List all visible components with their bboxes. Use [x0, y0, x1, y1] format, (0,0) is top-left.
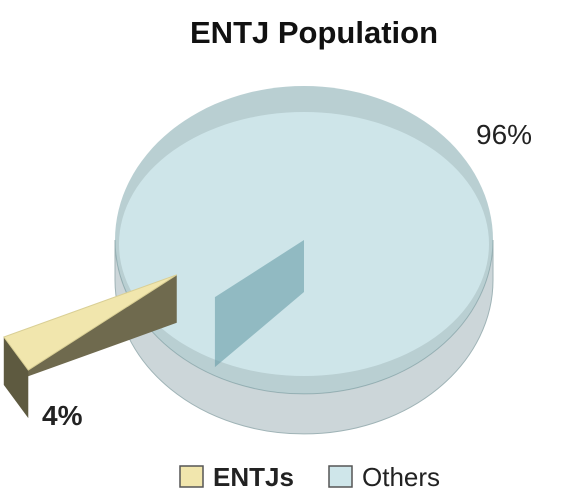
chart-title: ENTJ Population [190, 15, 438, 50]
legend: ENTJs Others [179, 462, 440, 492]
entjs-slice-top [3, 274, 178, 371]
pie-body [3, 86, 494, 435]
legend-swatch-others [328, 465, 353, 488]
slice-label-entjs: 4% [42, 400, 83, 431]
legend-label-others: Others [362, 462, 440, 492]
legend-swatch-entjs [179, 465, 204, 488]
slice-label-others: 96% [476, 119, 532, 150]
entjs-slice-side-b [3, 337, 29, 419]
others-slice-cut-wall [214, 240, 304, 368]
legend-label-entjs: ENTJs [213, 462, 294, 492]
